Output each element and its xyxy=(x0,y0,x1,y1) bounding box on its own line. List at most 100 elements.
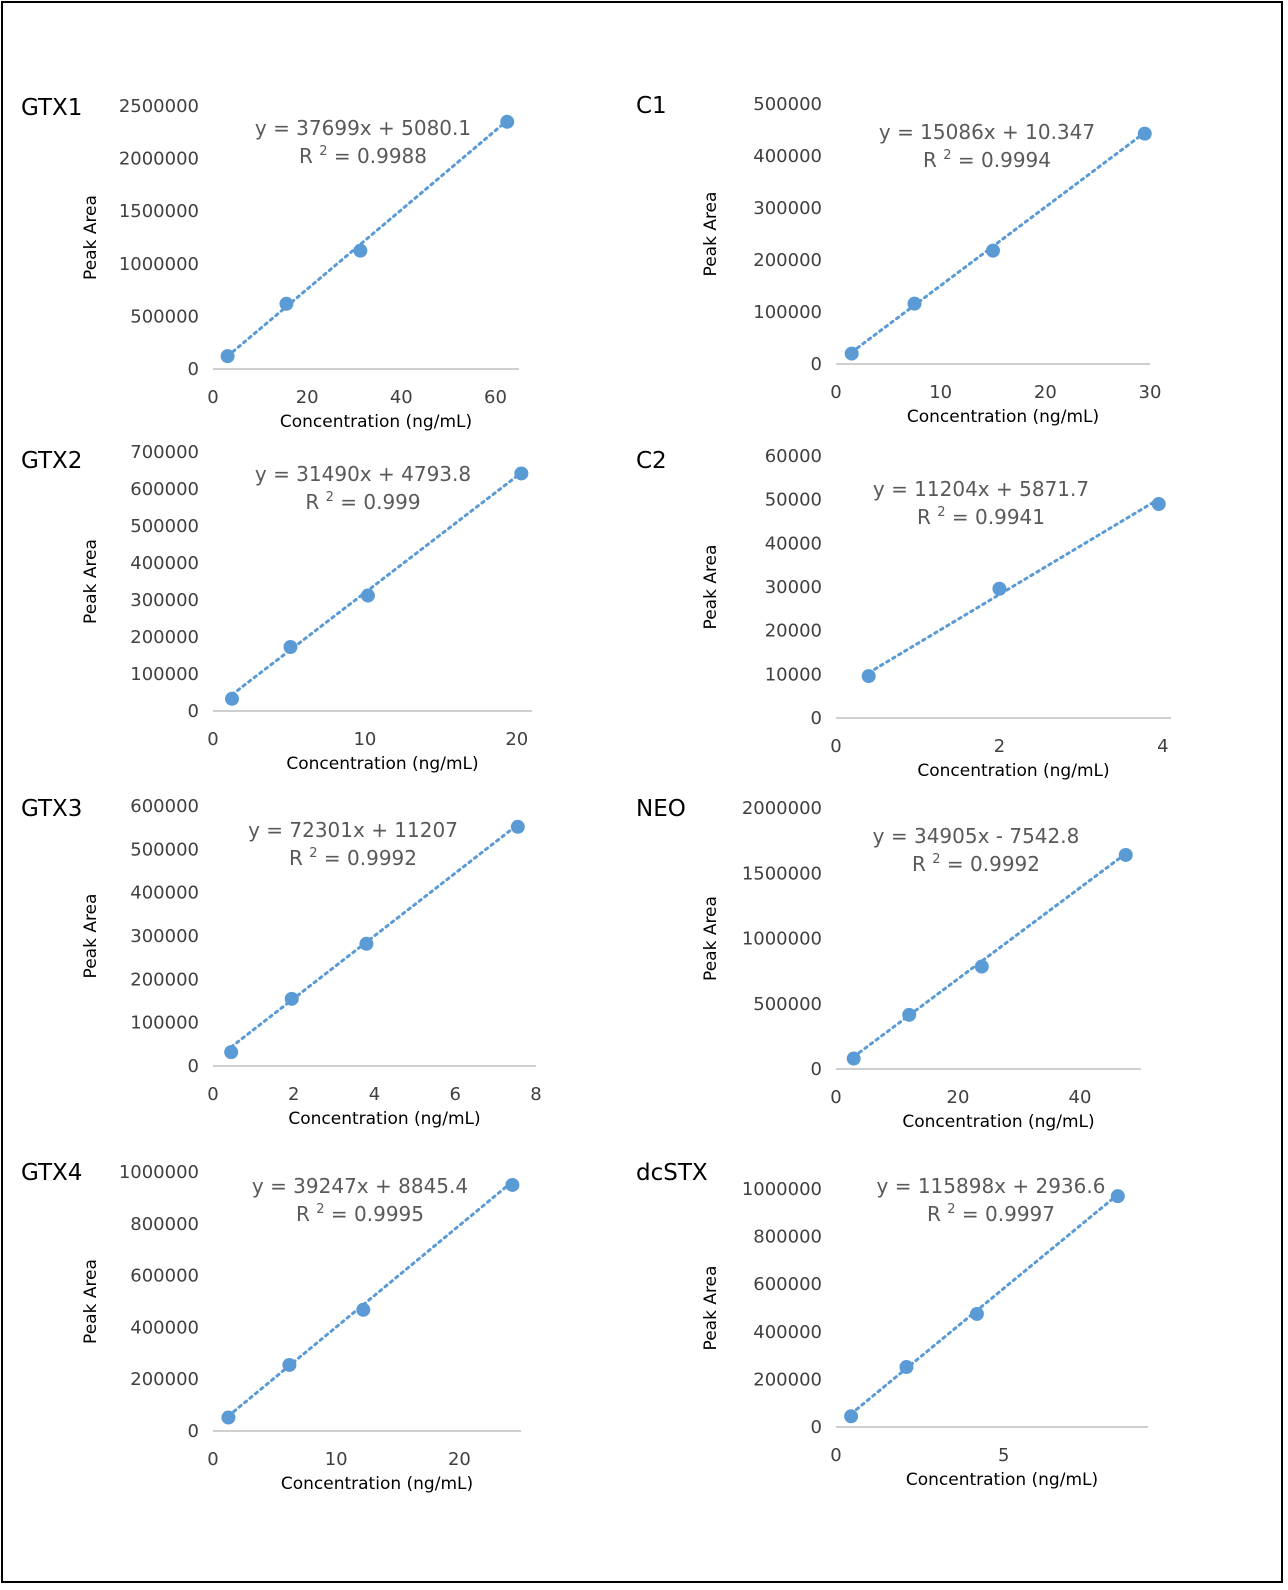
chart-gtx2: GTX2 0 100000 200000 300000 400000 500000 60000… xyxy=(21,442,532,774)
y-tick-label: 400000 xyxy=(753,146,822,167)
y-tick-label: 20000 xyxy=(765,621,822,642)
x-tick-label: 0 xyxy=(207,729,218,750)
y-tick-label: 500000 xyxy=(130,306,199,327)
data-point xyxy=(224,1045,239,1060)
data-point xyxy=(224,691,239,706)
chart-neo: NEO 0 500000 1000000 1500000 2000000 0 20 40 Conc… xyxy=(636,796,1141,1132)
data-point xyxy=(284,991,299,1006)
y-tick-label: 200000 xyxy=(130,627,199,648)
data-point xyxy=(514,466,529,481)
y-axis-label: Peak Area xyxy=(81,539,101,624)
x-tick-label: 0 xyxy=(207,387,218,408)
data-point xyxy=(899,1360,914,1375)
chart-gtx4: GTX4 0 200000 400000 600000 800000 1000000 0 10 2… xyxy=(21,1160,521,1494)
trendline-equation: y = 39247x + 8845.4 xyxy=(252,1174,468,1198)
data-point xyxy=(1151,497,1166,512)
y-tick-label: 300000 xyxy=(753,198,822,219)
data-point xyxy=(500,114,515,129)
trendline xyxy=(226,1180,514,1418)
y-tick-label: 1000000 xyxy=(742,929,822,950)
data-point xyxy=(974,959,989,974)
data-point xyxy=(1110,1189,1125,1204)
x-tick-label: 4 xyxy=(369,1084,380,1105)
y-tick-label: 40000 xyxy=(765,533,822,554)
y-tick-label: 1000000 xyxy=(119,254,199,275)
x-axis-label: Concentration (ng/mL) xyxy=(281,1474,473,1494)
y-tick-label: 300000 xyxy=(130,590,199,611)
y-tick-label: 400000 xyxy=(753,1322,822,1343)
x-tick-label: 0 xyxy=(830,1445,841,1466)
y-tick-label: 0 xyxy=(811,354,822,375)
data-point xyxy=(356,1302,371,1317)
data-point xyxy=(861,669,876,684)
r-squared-label: R 2 = 0.9994 xyxy=(923,148,1051,172)
trendline-equation: y = 34905x - 7542.8 xyxy=(873,824,1080,848)
y-tick-label: 1000000 xyxy=(119,1162,199,1183)
x-tick-label: 40 xyxy=(390,387,413,408)
data-point xyxy=(359,936,374,951)
x-tick-label: 10 xyxy=(353,729,376,750)
y-axis-label: Peak Area xyxy=(701,1266,721,1351)
x-tick-label: 6 xyxy=(450,1084,461,1105)
x-tick-label: 4 xyxy=(1157,736,1168,757)
trendline-equation: y = 15086x + 10.347 xyxy=(879,120,1095,144)
r-squared-label: R 2 = 0.9995 xyxy=(296,1202,424,1226)
data-point xyxy=(220,349,235,364)
y-tick-label: 200000 xyxy=(753,250,822,271)
chart-title: dcSTX xyxy=(636,1160,708,1186)
y-tick-label: 1500000 xyxy=(119,201,199,222)
trendline-equation: y = 115898x + 2936.6 xyxy=(877,1174,1106,1198)
trendline-equation: y = 72301x + 11207 xyxy=(248,818,458,842)
r-squared-label: R 2 = 0.9992 xyxy=(289,846,417,870)
data-point xyxy=(360,588,375,603)
data-point xyxy=(1118,847,1133,862)
chart-title: GTX4 xyxy=(21,1160,82,1186)
r-squared-label: R 2 = 0.999 xyxy=(305,490,420,514)
data-point xyxy=(844,346,859,361)
y-axis-label: Peak Area xyxy=(701,545,721,630)
x-tick-label: 60 xyxy=(484,387,507,408)
y-tick-label: 600000 xyxy=(753,1274,822,1295)
x-axis-label: Concentration (ng/mL) xyxy=(902,1112,1094,1132)
x-tick-label: 10 xyxy=(325,1449,348,1470)
y-tick-label: 100000 xyxy=(130,1013,199,1034)
data-point xyxy=(282,1357,297,1372)
chart-gtx1: GTX1 0 500000 1000000 1500000 2000000 2500000 0… xyxy=(21,95,519,432)
data-point xyxy=(986,243,1000,258)
y-tick-label: 400000 xyxy=(130,1317,199,1338)
y-tick-label: 100000 xyxy=(753,302,822,323)
data-point xyxy=(1137,126,1152,141)
y-tick-label: 200000 xyxy=(130,1369,199,1390)
x-tick-label: 40 xyxy=(1069,1087,1092,1108)
trendline xyxy=(229,823,520,1049)
chart-title: GTX3 xyxy=(21,796,82,822)
y-tick-label: 600000 xyxy=(130,1266,199,1287)
trendline xyxy=(850,131,1147,354)
y-tick-label: 300000 xyxy=(130,926,199,947)
trendline xyxy=(849,1193,1120,1416)
y-tick-label: 1000000 xyxy=(742,1179,822,1200)
y-tick-label: 500000 xyxy=(753,94,822,115)
r-squared-label: R 2 = 0.9992 xyxy=(912,852,1040,876)
r-squared-label: R 2 = 0.9997 xyxy=(927,1202,1055,1226)
x-tick-label: 0 xyxy=(830,1087,841,1108)
y-tick-label: 400000 xyxy=(130,553,199,574)
y-axis-label: Peak Area xyxy=(81,894,101,979)
y-tick-label: 2000000 xyxy=(119,149,199,170)
y-tick-label: 800000 xyxy=(130,1214,199,1235)
data-point xyxy=(846,1051,861,1066)
data-point xyxy=(902,1007,917,1022)
y-axis-label: Peak Area xyxy=(81,1259,101,1344)
x-axis-label: Concentration (ng/mL) xyxy=(917,761,1109,781)
data-point xyxy=(221,1410,236,1425)
trendline xyxy=(852,852,1128,1059)
x-tick-label: 0 xyxy=(830,736,841,757)
y-tick-label: 60000 xyxy=(765,446,822,467)
data-point xyxy=(510,819,525,834)
x-tick-label: 20 xyxy=(505,729,528,750)
y-axis-label: Peak Area xyxy=(81,195,101,280)
r-squared-label: R 2 = 0.9988 xyxy=(299,144,427,168)
trendline xyxy=(867,497,1161,675)
x-axis-label: Concentration (ng/mL) xyxy=(906,1470,1098,1490)
